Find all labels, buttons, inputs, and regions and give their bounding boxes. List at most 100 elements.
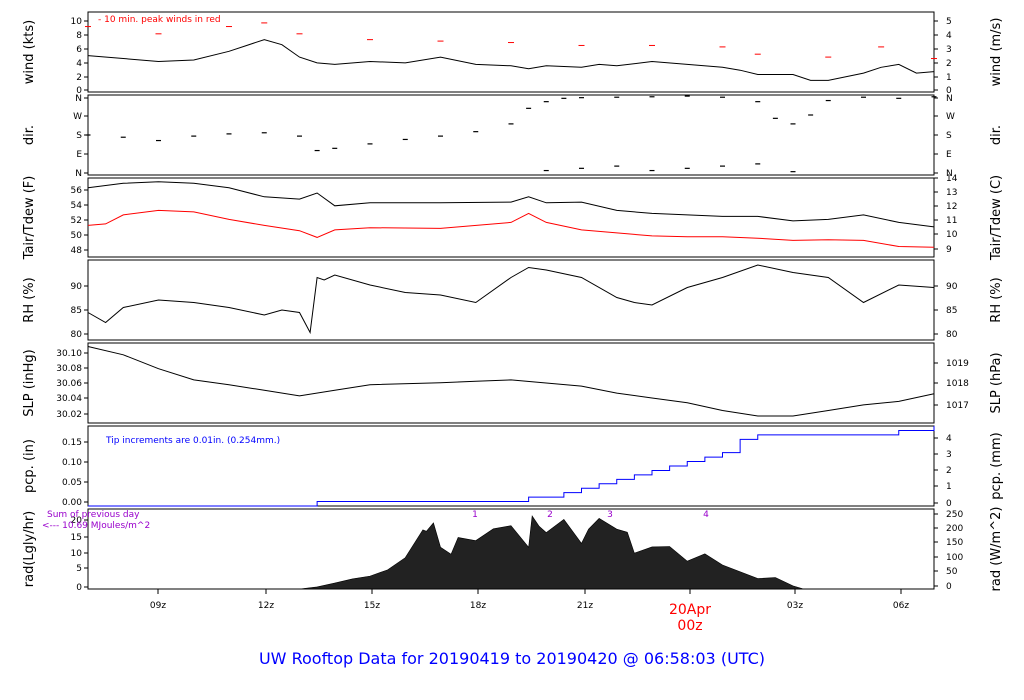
y-tick-label-right: 11 bbox=[946, 216, 957, 226]
radiation-area bbox=[299, 515, 804, 590]
y-axis-label-left: pcp. (in) bbox=[22, 439, 37, 493]
y-tick-label-right: 250 bbox=[946, 510, 963, 520]
y-tick-label-right: 12 bbox=[946, 202, 957, 212]
series-line bbox=[87, 264, 935, 335]
y-tick-label-left: 0.05 bbox=[62, 478, 82, 488]
panel-slp: 30.02 30.04 30.06 30.08 30.10 1017 1018 1019 SLP… bbox=[22, 342, 1004, 424]
y-tick-label-left: 30.06 bbox=[56, 379, 82, 389]
series-line bbox=[87, 209, 935, 248]
panel-frame bbox=[87, 11, 935, 93]
y-tick-label-left: 6 bbox=[76, 45, 82, 55]
panel-frame bbox=[87, 425, 935, 507]
hour-marker-label: 2 bbox=[547, 510, 553, 520]
y-tick-label-right: 90 bbox=[946, 282, 958, 292]
y-tick-label-left: 54 bbox=[71, 201, 83, 211]
x-tick-label: 06z bbox=[893, 601, 909, 611]
y-tick-label-left: E bbox=[76, 150, 82, 160]
y-axis-label-left: dir. bbox=[22, 125, 37, 145]
y-tick-label-left: 90 bbox=[71, 282, 83, 292]
series-line bbox=[88, 426, 935, 507]
y-axis-label-left: SLP (inHg) bbox=[22, 349, 37, 417]
x-axis: 20Apr 00z 09z 12z 15z 18z 21z 03z 06z bbox=[150, 589, 909, 634]
hour-marker-label: 1 bbox=[472, 510, 478, 520]
y-axis-label-left: wind (kts) bbox=[22, 20, 37, 84]
panel-pcp: 0.00 0.05 0.10 0.15 0 1 2 3 4 pcp. (in) pcp. (mm) T… bbox=[22, 425, 1004, 509]
y-tick-label-right: W bbox=[946, 112, 955, 122]
y-axis-label-right: pcp. (mm) bbox=[989, 432, 1004, 499]
x-tick-label: 12z bbox=[258, 601, 274, 611]
y-tick-label-right: 100 bbox=[946, 553, 963, 563]
y-tick-label-right: 200 bbox=[946, 524, 963, 534]
x-tick-label: 15z bbox=[364, 601, 380, 611]
y-axis-label-left: rad(Lgly/hr) bbox=[22, 511, 37, 587]
y-tick-label-right: 50 bbox=[946, 567, 958, 577]
panel-frame bbox=[87, 94, 935, 176]
y-tick-label-left: 5 bbox=[76, 564, 82, 574]
panel-frame bbox=[87, 177, 935, 258]
y-axis-label-right: dir. bbox=[989, 125, 1004, 145]
y-axis-label-right: Tair/Tdew (C) bbox=[989, 175, 1004, 261]
y-tick-label-right: 2 bbox=[946, 466, 952, 476]
y-tick-label-right: 85 bbox=[946, 306, 957, 316]
y-tick-label-left: 50 bbox=[71, 231, 83, 241]
hour-marker-label: 3 bbox=[607, 510, 613, 520]
y-tick-label-right: 13 bbox=[946, 188, 957, 198]
date-sublabel: 00z bbox=[677, 618, 702, 634]
y-tick-label-left: 0.15 bbox=[62, 438, 82, 448]
y-tick-label-right: 1 bbox=[946, 482, 952, 492]
panel-annotation: Tip increments are 0.01in. (0.254mm.) bbox=[105, 436, 280, 446]
y-tick-label-left: 2 bbox=[76, 73, 82, 83]
y-tick-label-left: 56 bbox=[71, 186, 83, 196]
y-tick-label-right: 4 bbox=[946, 434, 952, 444]
y-tick-label-left: 85 bbox=[71, 306, 82, 316]
y-tick-label-left: N bbox=[75, 169, 82, 179]
y-tick-label-right: 2 bbox=[946, 59, 952, 69]
x-tick-label: 03z bbox=[787, 601, 803, 611]
y-tick-label-left: 30.10 bbox=[56, 349, 82, 359]
panel-rh: 80 85 90 80 85 90 RH (%) RH (%) bbox=[22, 259, 1004, 341]
y-tick-label-right: 150 bbox=[946, 538, 963, 548]
y-axis-label-right: wind (m/s) bbox=[989, 18, 1004, 87]
y-tick-label-right: 3 bbox=[946, 450, 952, 460]
y-tick-label-left: N bbox=[75, 94, 82, 104]
y-tick-label-right: E bbox=[946, 150, 952, 160]
y-axis-label-left: RH (%) bbox=[22, 277, 37, 322]
y-tick-label-left: 52 bbox=[71, 216, 82, 226]
y-tick-label-left: 20 bbox=[71, 516, 83, 526]
y-tick-label-right: 14 bbox=[946, 174, 958, 184]
y-tick-label-left: 8 bbox=[76, 31, 82, 41]
y-tick-label-right: N bbox=[946, 169, 953, 179]
y-tick-label-left: S bbox=[76, 131, 82, 141]
y-tick-label-left: 0 bbox=[76, 583, 82, 593]
y-tick-label-right: 1017 bbox=[946, 401, 969, 411]
y-tick-label-left: W bbox=[73, 112, 82, 122]
y-tick-label-right: 4 bbox=[946, 31, 952, 41]
y-axis-label-right: SLP (hPa) bbox=[989, 352, 1004, 413]
y-tick-label-left: 4 bbox=[76, 59, 82, 69]
y-tick-label-left: 0.00 bbox=[62, 498, 82, 508]
y-tick-label-right: 9 bbox=[946, 245, 952, 255]
y-tick-label-left: 0.10 bbox=[62, 458, 82, 468]
footer-title: UW Rooftop Data for 20190419 to 20190420… bbox=[259, 649, 765, 668]
panel-annotation: - 10 min. peak winds in red bbox=[98, 15, 221, 25]
y-tick-label-right: 0 bbox=[946, 86, 952, 96]
y-axis-label-left: Tair/Tdew (F) bbox=[22, 176, 37, 261]
y-tick-label-right: N bbox=[946, 94, 953, 104]
y-tick-label-right: 3 bbox=[946, 45, 952, 55]
y-axis-label-right: rad (W/m^2) bbox=[989, 507, 1004, 592]
x-tick-label: 09z bbox=[150, 601, 166, 611]
y-tick-label-right: 1 bbox=[946, 73, 952, 83]
y-tick-label-left: 0 bbox=[76, 86, 82, 96]
y-tick-label-left: 80 bbox=[71, 330, 83, 340]
y-tick-label-left: 30.04 bbox=[56, 394, 82, 404]
y-tick-label-right: 1019 bbox=[946, 359, 969, 369]
series-line bbox=[87, 39, 935, 81]
y-tick-label-right: 0 bbox=[946, 499, 952, 509]
y-tick-label-right: 1018 bbox=[946, 379, 969, 389]
y-tick-label-right: S bbox=[946, 131, 952, 141]
y-axis-label-right: RH (%) bbox=[989, 277, 1004, 322]
